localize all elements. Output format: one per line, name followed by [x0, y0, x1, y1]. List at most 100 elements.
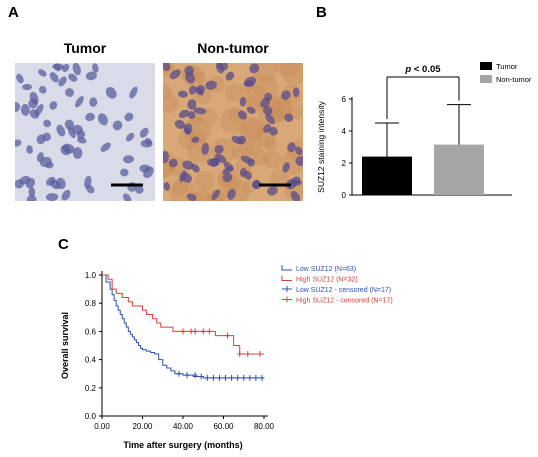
- cell-nucleus: [56, 177, 66, 190]
- censor-mark: [216, 374, 222, 381]
- cell-nucleus: [62, 63, 70, 73]
- cytoplasm-stain: [163, 84, 173, 99]
- cell-nucleus: [249, 63, 260, 74]
- cell-nucleus: [237, 110, 248, 120]
- tumor-image-title: Tumor: [63, 40, 107, 56]
- cell-nucleus: [295, 146, 303, 156]
- censor-mark: [176, 370, 182, 377]
- x-tick-label: 60.00: [213, 422, 234, 431]
- cytoplasm-stain: [289, 104, 303, 119]
- cytoplasm-stain: [269, 168, 290, 188]
- cell-nucleus: [122, 193, 132, 201]
- cell-nucleus: [223, 162, 234, 171]
- cell-nucleus: [85, 112, 95, 122]
- cell-nucleus: [143, 166, 154, 179]
- censor-mark: [223, 374, 229, 381]
- cytoplasm-stain: [264, 138, 277, 151]
- cell-nucleus: [169, 69, 181, 80]
- cell-nucleus: [65, 88, 74, 97]
- cell-nucleus: [15, 101, 21, 113]
- cell-nucleus: [265, 113, 275, 125]
- y-tick-label: 0.6: [85, 327, 97, 336]
- censor-mark: [235, 374, 241, 381]
- cell-nucleus: [187, 111, 196, 120]
- cell-nucleus: [124, 112, 134, 122]
- cell-nucleus: [191, 136, 200, 143]
- cell-nucleus: [28, 187, 36, 198]
- y-tick-label: 1.0: [85, 271, 97, 280]
- cytoplasm-stain: [224, 83, 243, 103]
- cell-nucleus: [56, 124, 66, 137]
- cell-nucleus: [282, 162, 290, 173]
- cell-nucleus: [196, 84, 205, 95]
- legend-entry: Low SUZ12 (N=63): [296, 266, 356, 273]
- cell-nucleus: [46, 176, 56, 186]
- cell-nucleus: [225, 71, 235, 81]
- cell-nucleus: [72, 63, 81, 76]
- cytoplasm-stain: [194, 171, 216, 192]
- cell-nucleus: [193, 107, 207, 115]
- cell-nucleus: [112, 120, 123, 131]
- non-tumor-micrograph: [163, 63, 303, 201]
- cell-nucleus: [49, 101, 58, 110]
- cell-nucleus: [174, 119, 186, 129]
- cell-nucleus: [284, 113, 294, 122]
- cytoplasm-stain: [163, 93, 179, 113]
- censor-mark: [180, 328, 186, 335]
- legend-entry: Tumor: [496, 62, 518, 71]
- censor-mark: [253, 374, 259, 381]
- cell-nucleus: [263, 123, 272, 133]
- cell-nucleus: [26, 195, 37, 201]
- cell-nucleus: [227, 188, 236, 200]
- cell-nucleus: [129, 86, 138, 99]
- censor-mark: [206, 328, 212, 335]
- non-tumor-image-title: Non-tumor: [197, 40, 269, 56]
- survival-curve-0: [102, 274, 264, 379]
- censor-mark: [192, 372, 198, 379]
- cell-nucleus: [201, 142, 209, 155]
- cell-nucleus: [45, 161, 54, 169]
- cell-nucleus: [26, 145, 33, 154]
- x-axis-label: Time after surgery (months): [123, 440, 242, 450]
- cell-nucleus: [163, 182, 171, 191]
- y-tick-label: 0.4: [85, 356, 97, 365]
- cell-nucleus: [269, 126, 278, 136]
- cytoplasm-stain: [275, 63, 301, 77]
- cell-nucleus: [292, 87, 300, 98]
- cell-nucleus: [205, 80, 217, 90]
- cell-nucleus: [97, 113, 108, 126]
- cell-nucleus: [184, 123, 193, 134]
- legend-marker: [281, 265, 292, 271]
- cytoplasm-stain: [243, 117, 266, 140]
- censor-mark: [257, 350, 263, 357]
- cytoplasm-stain: [183, 116, 211, 144]
- cytoplasm-stain: [280, 63, 303, 85]
- censor-mark: [204, 374, 210, 381]
- cell-nucleus: [120, 168, 129, 177]
- cell-nucleus: [64, 119, 74, 130]
- tumor-micrograph-drawing: [15, 63, 155, 201]
- cell-nucleus: [267, 186, 278, 196]
- y-tick-label: 6: [342, 95, 347, 104]
- censor-mark: [259, 374, 265, 381]
- cell-nucleus: [287, 142, 296, 153]
- cell-nucleus: [34, 104, 44, 116]
- cell-nucleus: [184, 65, 195, 76]
- cytoplasm-stain: [178, 129, 199, 150]
- cell-nucleus: [182, 160, 194, 170]
- cell-nucleus: [72, 124, 83, 135]
- cell-nucleus: [125, 132, 135, 142]
- legend-entry: Non-tumor: [496, 75, 532, 84]
- cell-nucleus: [16, 73, 24, 84]
- censor-mark: [200, 328, 206, 335]
- cell-nucleus: [252, 179, 260, 189]
- cell-nucleus: [295, 156, 303, 167]
- cytoplasm-stain: [252, 74, 279, 101]
- staining-bar-chart: SUZ12 staining intensity 0 2 4 6 p < 0.05 Tumo…: [316, 62, 532, 200]
- cell-nucleus: [38, 69, 47, 77]
- cell-nucleus: [58, 76, 67, 87]
- y-tick-label: 4: [342, 127, 347, 136]
- cell-nucleus: [67, 126, 76, 139]
- cell-nucleus: [42, 132, 51, 142]
- cell-nucleus: [144, 137, 153, 146]
